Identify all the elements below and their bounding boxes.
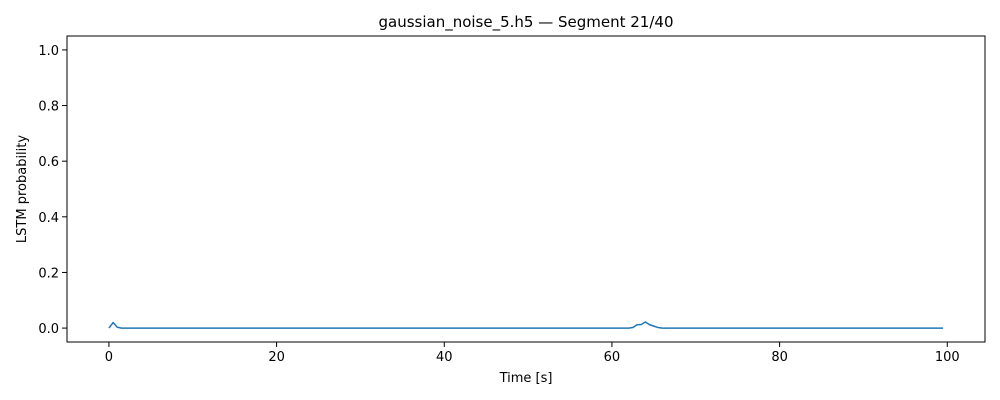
- y-axis-label: LSTM probability: [15, 135, 30, 243]
- x-tick-label: 40: [436, 350, 453, 365]
- series-line: [108, 321, 944, 329]
- y-tick-label: 0.4: [38, 211, 59, 226]
- y-axis: 0.0 0.2 0.4 0.6 0.8 1.0: [38, 44, 67, 337]
- x-tick-label: 100: [935, 350, 960, 365]
- x-tick-label: 20: [268, 350, 285, 365]
- x-tick-label: 0: [105, 350, 113, 365]
- y-tick-label: 0.2: [38, 266, 59, 281]
- y-tick-label: 0.0: [38, 322, 59, 337]
- chart-title: gaussian_noise_5.h5 — Segment 21/40: [378, 13, 673, 32]
- x-tick-label: 80: [771, 350, 788, 365]
- y-tick-label: 0.6: [38, 155, 59, 170]
- plot-frame: [66, 35, 986, 343]
- x-tick-label: 60: [604, 350, 621, 365]
- x-axis: 0 20 40 60 80 100: [105, 342, 960, 365]
- y-tick-label: 1.0: [38, 44, 59, 59]
- plot-area: [67, 36, 985, 342]
- y-tick-label: 0.8: [38, 100, 59, 115]
- series-layer: [108, 321, 944, 329]
- x-axis-label: Time [s]: [499, 371, 553, 386]
